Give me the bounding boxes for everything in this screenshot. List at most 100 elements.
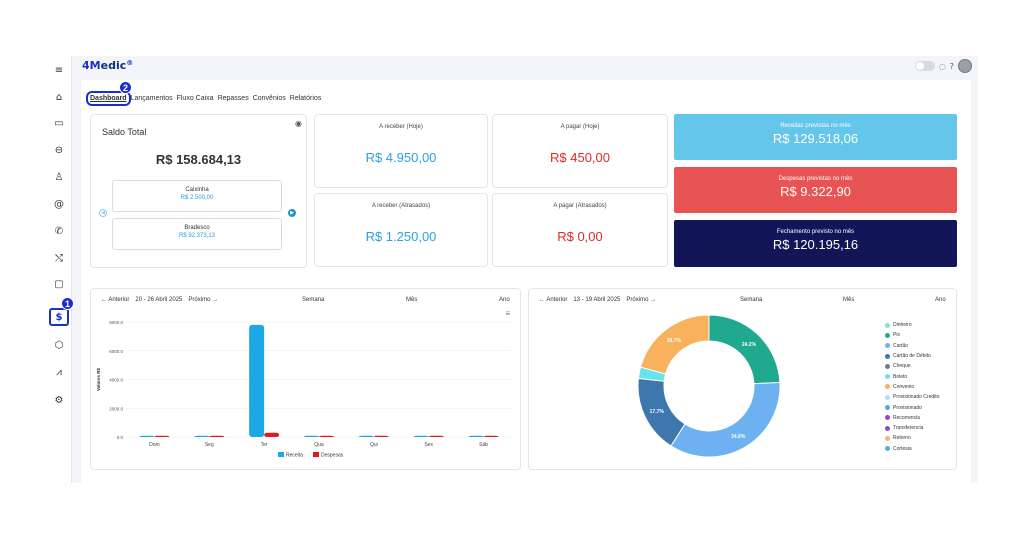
help-icon[interactable]: ? [949,61,954,71]
legend-item[interactable]: Transferencia [885,423,939,433]
previstas-label: Receitas previstas no mês [780,123,851,129]
slice-convenio[interactable] [639,314,710,375]
main-content: Dashboard Lançamentos Fluxo Caixa Repass… [81,80,971,483]
legend-dot [885,446,890,452]
at-icon[interactable]: @ [54,198,64,210]
prev-button[interactable]: ← Anterior [101,297,130,303]
bar-receita-qui[interactable] [358,435,374,437]
bar-despesas-seg[interactable] [209,435,225,437]
shuffle-icon[interactable]: ⤭ [55,252,63,264]
mode-mes[interactable]: Mês [843,297,855,303]
chevron-right-icon[interactable]: ▶ [288,209,296,217]
next-button[interactable]: Próximo → [626,297,657,303]
bar-receita-ter[interactable] [249,324,265,437]
tab-repasses[interactable]: Repasses [217,95,249,102]
y-tick-label: 8000.0 [109,320,123,325]
receber-atrasados-card: A receber (Atrasados) R$ 1.250,00 [314,193,488,267]
account-card[interactable]: Bradesco R$ 92.373,13 [112,218,282,250]
tab-fluxo-caixa[interactable]: Fluxo Caixa [176,95,214,102]
bar-despesas-qua[interactable] [319,435,334,437]
legend-item[interactable]: Boleto [885,371,939,381]
legend-label: Convenio [893,383,915,390]
legend-item[interactable]: Cheque [885,361,939,371]
y-tick-label: 0.0 [117,435,124,440]
mode-semana[interactable]: Semana [740,297,763,303]
previstas-value: R$ 129.518,06 [772,131,859,146]
account-card[interactable]: Caixinha R$ 2.500,00 [112,180,282,212]
tab-relatorios[interactable]: Relatórios [289,95,322,102]
stat-label: A pagar (Hoje) [560,124,600,130]
bar-despesas-sáb[interactable] [483,435,499,437]
bar-despesas-sex[interactable] [428,435,444,437]
x-tick-label: Sáb [479,442,488,448]
receitas-previstas-card: Receitas previstas no mês R$ 129.518,06 [674,114,957,160]
legend-dot [885,322,890,328]
legend-item[interactable]: Cortesia [885,444,939,454]
stat-label: A pagar (Atrasados) [553,203,607,209]
bar-receita-sáb[interactable] [468,435,484,437]
legend-item[interactable]: Dinheiro [885,320,939,330]
stat-label: A receber (Hoje) [379,124,423,130]
car-icon[interactable]: ⊖ [54,144,64,156]
bar-despesas-ter[interactable] [264,432,280,437]
legend-label: Cortesia [893,445,912,452]
bar-despesas-qui[interactable] [373,435,389,437]
calendar-icon[interactable]: ▭ [54,117,64,129]
prev-button[interactable]: ← Anterior [539,297,568,303]
donut-chart: 24.2% 34.8% 17.7% 20.7% [637,314,781,458]
dollar-icon[interactable]: $ [49,308,69,326]
legend-dot [885,353,890,359]
legend-label: Pix [893,332,900,339]
saldo-title: Saldo Total [102,127,147,137]
y-tick-label: 4000.0 [109,378,123,383]
settings-icon[interactable]: ⚙ [54,394,64,406]
legend-item[interactable]: Cartão de Débito [885,351,939,361]
theme-toggle[interactable] [914,61,935,71]
box-icon[interactable]: ⬡ [54,339,64,351]
tab-lancamentos[interactable]: Lançamentos [130,95,173,102]
chart-icon[interactable]: ⩘ [56,366,62,378]
slice-cartão[interactable] [670,381,781,458]
stat-value: R$ 1.250,00 [365,229,437,244]
x-tick-label: Sex [424,442,433,448]
mode-ano[interactable]: Ano [499,297,510,303]
menu-icon[interactable]: ≡ [54,64,64,76]
legend-label: Recorrencia [893,414,920,421]
legend-item[interactable]: Convenio [885,382,939,392]
legend-dot [885,384,890,390]
app-window: ≡ ⌂ ▭ ⊖ ♙ @ ✆ ⤭ ▢ $ ⬡ ⩘ ⚙ 4Medic® ◌ ? Dashboard Lanç… [46,56,978,483]
bar-despesas-dom[interactable] [154,435,170,437]
mode-semana[interactable]: Semana [302,297,325,303]
bar-receita-seg[interactable] [194,435,210,437]
bar-receita-qua[interactable] [304,435,319,437]
pagar-atrasados-card: A pagar (Atrasados) R$ 0,00 [492,193,668,267]
eye-icon[interactable]: ◉ [295,119,302,128]
bar-receita-dom[interactable] [139,435,155,437]
clipboard-icon[interactable]: ▢ [54,278,64,290]
x-tick-label: Ter [261,442,268,448]
home-icon[interactable]: ⌂ [55,91,63,103]
legend-item[interactable]: Provisionado Credito [885,392,939,402]
avatar[interactable] [958,59,972,73]
legend-item[interactable]: Recorrencia [885,413,939,423]
legend-item[interactable]: Provisionado [885,402,939,412]
chat-icon[interactable]: ◌ [938,61,946,71]
tab-dashboard[interactable]: Dashboard [86,91,131,106]
legend-dot [885,343,890,349]
slice-pix[interactable] [708,314,781,385]
tab-convenios[interactable]: Convênios [252,95,286,102]
legend-item[interactable]: Cartão [885,341,939,351]
hamburger-icon[interactable]: ≡ [505,309,510,318]
user-icon[interactable]: ♙ [54,171,64,183]
mode-mes[interactable]: Mês [406,297,418,303]
legend-label: Cheque [893,363,911,370]
y-tick-label: 2000.0 [109,406,123,411]
legend-item[interactable]: Retorno [885,433,939,443]
chevron-left-icon[interactable]: ◀ [99,209,107,217]
phone-icon[interactable]: ✆ [54,225,64,237]
bar-receita-sex[interactable] [413,435,429,437]
legend-dot [885,435,890,441]
next-button[interactable]: Próximo → [188,297,219,303]
mode-ano[interactable]: Ano [935,297,946,303]
legend-item[interactable]: Pix [885,330,939,340]
